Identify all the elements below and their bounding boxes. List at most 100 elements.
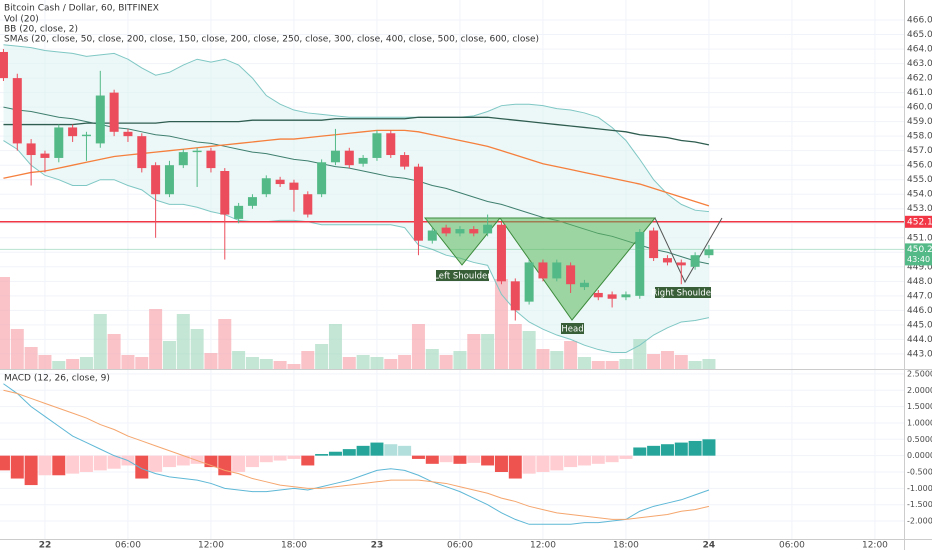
- histogram-bar: [52, 455, 66, 476]
- candle-body: [579, 282, 589, 288]
- candle-body: [676, 262, 686, 266]
- candle-body: [455, 229, 465, 234]
- volume-bar: [66, 359, 80, 369]
- histogram-bar: [633, 447, 647, 456]
- volume-bar: [204, 353, 218, 369]
- candle-body: [220, 171, 230, 215]
- volume-bar: [384, 359, 398, 369]
- volume-bar: [522, 331, 536, 369]
- histogram-bar: [259, 455, 273, 463]
- candle-body: [330, 150, 340, 163]
- candle-body: [303, 194, 313, 215]
- volume-bar: [10, 329, 24, 369]
- candle-body: [123, 131, 133, 137]
- volume-bar: [605, 361, 619, 369]
- volume-bar: [702, 359, 716, 369]
- annotation-box: [436, 270, 489, 281]
- price-label: 452.1: [907, 217, 932, 227]
- histogram-bar: [135, 455, 149, 479]
- histogram-bar: [287, 455, 301, 459]
- y-tick-label: 456.0: [907, 161, 932, 171]
- y-tick-label: 461.0: [907, 88, 932, 98]
- candle-body: [151, 165, 161, 195]
- histogram-bar: [688, 440, 702, 456]
- histogram-bar: [190, 455, 204, 464]
- candle-body: [234, 205, 244, 219]
- indicator-line: [3, 129, 710, 207]
- annotations: Left Shoulder Head Right Shoulder: [434, 270, 715, 335]
- volume-bar: [411, 324, 425, 369]
- axes: 443.0444.0445.0446.0447.0448.0449.0450.0…: [39, 16, 932, 550]
- candle-body: [483, 224, 493, 234]
- volume-bar: [674, 355, 688, 369]
- head-shape: [499, 217, 657, 321]
- y-tick-label: 446.0: [907, 306, 932, 316]
- candle-body: [469, 229, 479, 234]
- price-label-box: [905, 215, 932, 228]
- volume-bar: [315, 344, 329, 369]
- x-tick-label: 18:00: [281, 541, 307, 550]
- histogram-bar: [342, 449, 356, 456]
- volume-bar: [342, 357, 356, 369]
- x-tick-label: 23: [371, 541, 384, 550]
- candle-body: [552, 262, 562, 279]
- candle-body: [178, 152, 188, 166]
- histogram-bar: [439, 455, 453, 463]
- candle-body: [275, 179, 285, 185]
- y-tick-label: 462.0: [907, 74, 932, 84]
- candle-body: [12, 78, 22, 144]
- candle-body: [95, 95, 105, 144]
- indicator-line: [3, 140, 710, 353]
- legend-entry: Vol (20): [4, 15, 39, 25]
- volume-bar: [619, 359, 633, 369]
- candle-body: [192, 150, 202, 153]
- histogram-bar: [176, 455, 190, 466]
- annotation: Right Shoulder: [652, 289, 715, 299]
- macd-line: [3, 389, 710, 520]
- candle-body: [621, 294, 631, 298]
- histogram-bar: [218, 455, 232, 476]
- volume-bar: [93, 314, 107, 369]
- price-label: 450.2: [907, 245, 932, 255]
- x-tick-label: 06:00: [115, 541, 141, 550]
- y-tick-label: 463.0: [907, 59, 932, 69]
- histogram-bar: [564, 455, 578, 468]
- candle-body: [0, 51, 8, 79]
- candle-body: [400, 155, 410, 167]
- histogram-bar: [370, 442, 384, 456]
- candle-body: [386, 133, 396, 156]
- candle-body: [261, 178, 271, 195]
- histogram-bar: [66, 455, 80, 474]
- volume-bar: [536, 349, 550, 369]
- volume-bar: [453, 351, 467, 369]
- histogram-bar: [398, 445, 412, 456]
- annotation: Head: [561, 325, 583, 335]
- volume-bar: [0, 277, 10, 369]
- histogram-bar: [591, 455, 605, 464]
- x-tick-label: 12:00: [862, 541, 888, 550]
- y-tick-label: 445.0: [907, 320, 932, 330]
- candle-body: [649, 230, 659, 259]
- y-tick-label: 447.0: [907, 291, 932, 301]
- histogram-bar: [425, 455, 439, 464]
- annotation: Left Shoulder: [434, 272, 491, 282]
- volume-bar: [52, 361, 66, 369]
- candle-body: [566, 265, 576, 285]
- volume-bar: [439, 355, 453, 369]
- legend-entry: SMAs (20, close, 50, close, 200, close, …: [4, 35, 539, 45]
- volume-bar: [577, 357, 591, 369]
- candle-body: [607, 294, 617, 299]
- candle-body: [317, 162, 327, 195]
- histogram-bar: [38, 455, 52, 476]
- macd-line: [3, 383, 710, 525]
- right-shoulder-shape: [654, 217, 723, 284]
- histogram-bar: [453, 455, 467, 464]
- annotation-box: [561, 323, 584, 334]
- volume-bar: [591, 361, 605, 369]
- y-tick-label: 454.0: [907, 190, 932, 200]
